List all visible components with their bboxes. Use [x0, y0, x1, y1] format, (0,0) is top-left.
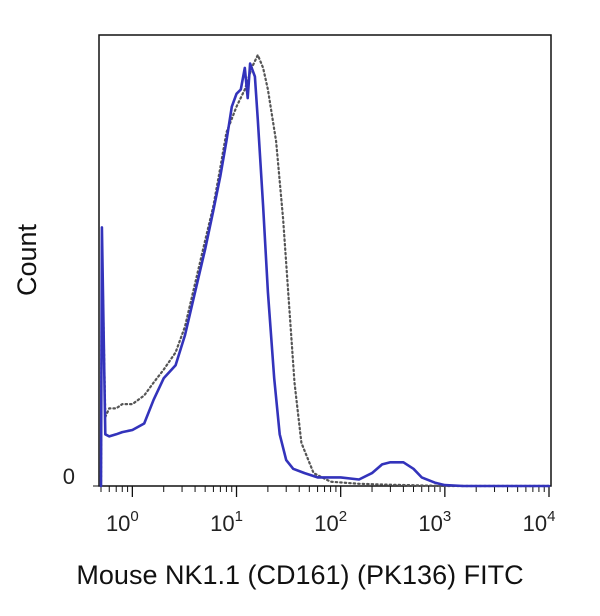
x-tick-label: 103: [418, 508, 451, 536]
isotype-control-histogram: [99, 53, 551, 488]
x-axis-label: Mouse NK1.1 (CD161) (PK136) FITC: [76, 560, 524, 590]
tick-layer: 100 101 102 103 104 0: [63, 464, 556, 536]
x-tick-label: 100: [106, 508, 139, 536]
series-layer: [99, 53, 551, 488]
y-axis-label: Count: [12, 223, 42, 297]
x-tick-label: 101: [210, 508, 243, 536]
x-tick-label: 102: [314, 508, 347, 536]
plot-frame: [98, 34, 552, 487]
x-tick-label: 104: [523, 508, 556, 536]
y-tick-label: 0: [63, 464, 75, 489]
stained-sample-histogram: [99, 62, 551, 488]
